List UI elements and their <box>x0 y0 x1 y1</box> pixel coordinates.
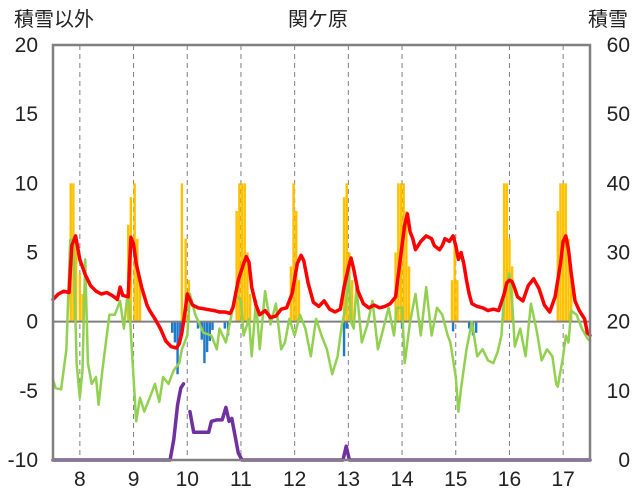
chart-title: 関ケ原 <box>288 9 348 31</box>
orange-bar <box>248 294 252 322</box>
blue-bar <box>345 321 348 329</box>
y-right-axis-label: 積雪 <box>588 8 628 31</box>
blue-bar <box>171 321 174 333</box>
orange-bar <box>450 280 454 322</box>
orange-bar <box>402 183 405 322</box>
orange-bar <box>246 252 249 322</box>
x-tick-label: 14 <box>390 468 414 491</box>
plot-frame <box>51 43 592 462</box>
orange-bar <box>297 280 301 322</box>
y-right-tick-label: 0 <box>618 449 630 472</box>
orange-bar <box>405 211 408 322</box>
blue-bar <box>342 321 346 357</box>
orange-bar <box>556 211 559 322</box>
blue-bar <box>205 321 209 353</box>
y-left-tick-label: -5 <box>19 380 38 403</box>
blue-bar <box>467 321 471 329</box>
orange-bar <box>240 183 244 322</box>
y-right-tick-label: 40 <box>607 172 630 195</box>
blue-bar <box>203 321 206 364</box>
orange-bar <box>74 238 78 322</box>
orange-bar <box>345 183 348 322</box>
orange-bar <box>407 266 411 322</box>
orange-bar <box>184 238 187 322</box>
x-tick-label: 11 <box>230 468 252 491</box>
orange-bar <box>569 280 573 322</box>
y-left-tick-label: 10 <box>15 172 38 195</box>
orange-bar <box>564 183 568 322</box>
y-right-tick-label: 60 <box>607 34 630 57</box>
orange-bar <box>567 238 570 322</box>
blue-bar <box>474 321 478 333</box>
orange-bar <box>81 294 84 322</box>
y-left-axis-label: 積雪以外 <box>14 8 94 31</box>
x-tick-label: 16 <box>498 468 521 491</box>
y-left-tick-label: 5 <box>26 242 38 265</box>
y-right-ticks: 60 50 40 30 20 10 0 <box>607 34 630 472</box>
x-tick-label: 10 <box>176 468 199 491</box>
orange-bar <box>505 183 508 322</box>
line-series <box>51 212 592 462</box>
y-left-tick-label: 20 <box>15 34 38 57</box>
blue-bar <box>208 321 212 342</box>
x-tick-label: 9 <box>128 468 140 491</box>
y-right-tick-label: 50 <box>607 103 630 126</box>
y-right-tick-label: 30 <box>607 242 630 265</box>
orange-bar <box>180 183 184 322</box>
y-left-tick-label: 15 <box>15 103 38 126</box>
x-ticks: 8 9 10 11 12 13 14 15 16 17 <box>74 468 575 491</box>
orange-bar <box>502 183 506 322</box>
orange-bar <box>235 211 238 322</box>
y-left-ticks: 20 15 10 5 0 -5 -10 <box>8 34 38 472</box>
x-tick-label: 12 <box>283 468 306 491</box>
x-tick-label: 15 <box>444 468 467 491</box>
orange-bar <box>342 197 346 322</box>
orange-bar <box>456 280 459 322</box>
red-line <box>51 212 592 350</box>
orange-bar <box>136 238 139 322</box>
y-left-tick-label: 0 <box>26 311 38 334</box>
orange-bar <box>453 238 456 322</box>
orange-bar <box>243 183 246 322</box>
x-tick-label: 13 <box>337 468 360 491</box>
purple-line <box>188 405 592 462</box>
orange-bar <box>292 183 295 322</box>
blue-bar <box>223 321 227 329</box>
x-tick-label: 8 <box>74 468 86 491</box>
orange-bar <box>138 280 142 322</box>
y-right-tick-label: 20 <box>607 311 630 334</box>
orange-bar <box>78 273 82 322</box>
blue-bar <box>451 321 455 332</box>
blue-bar <box>211 321 214 330</box>
x-tick-label: 17 <box>551 468 574 491</box>
y-right-tick-label: 10 <box>607 380 630 403</box>
orange-bar <box>350 280 354 322</box>
orange-bar <box>397 183 400 322</box>
blue-bar <box>196 321 200 329</box>
blue-bar <box>173 321 177 343</box>
y-left-tick-label: -10 <box>8 449 38 472</box>
orange-bar <box>238 183 241 322</box>
